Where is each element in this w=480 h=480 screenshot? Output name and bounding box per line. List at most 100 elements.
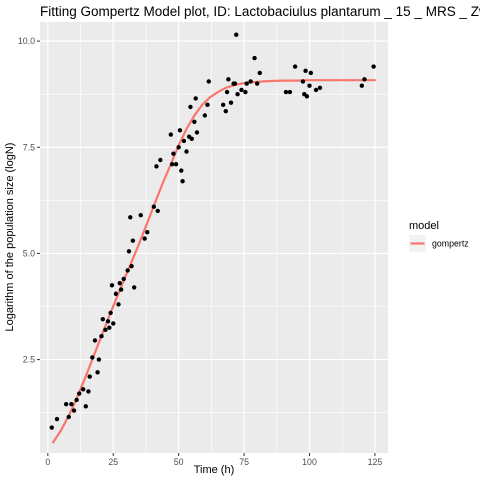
data-point <box>171 151 176 156</box>
legend-title: model <box>409 220 439 232</box>
data-point <box>232 81 238 86</box>
data-point <box>224 89 230 95</box>
data-point <box>307 83 312 88</box>
data-point <box>158 157 163 163</box>
data-point <box>235 91 240 97</box>
data-point <box>80 387 86 392</box>
y-tick-label: 5.0 <box>23 248 35 258</box>
data-point <box>205 102 210 108</box>
data-point <box>192 119 197 124</box>
data-point <box>304 94 310 99</box>
data-point <box>206 79 211 84</box>
data-point <box>243 89 248 95</box>
data-point <box>193 96 198 101</box>
major-grid <box>40 22 388 453</box>
data-point <box>113 291 119 296</box>
data-point <box>154 164 159 169</box>
x-tick-label: 75 <box>239 457 249 467</box>
data-point <box>95 370 100 375</box>
data-point <box>371 64 376 69</box>
x-tick-label: 0 <box>45 457 50 467</box>
data-point <box>100 317 106 322</box>
data-point <box>128 215 133 220</box>
data-point <box>177 128 183 133</box>
data-point <box>317 85 323 91</box>
data-point <box>108 310 113 316</box>
data-point <box>145 229 150 235</box>
chart-title: Fitting Gompertz Model plot, ID: Lactoba… <box>40 4 480 19</box>
data-point <box>188 104 193 110</box>
legend-label-gompertz: gompertz <box>432 239 469 249</box>
x-tick-label: 125 <box>368 457 383 467</box>
data-point <box>300 79 306 84</box>
data-point <box>111 321 116 326</box>
data-point <box>244 81 249 86</box>
data-point <box>86 389 91 394</box>
data-point <box>54 416 60 422</box>
data-point <box>239 87 244 93</box>
data-point <box>71 408 77 413</box>
data-point <box>116 302 121 307</box>
data-point <box>308 70 314 76</box>
data-point <box>107 325 112 330</box>
data-point <box>184 149 189 154</box>
data-point <box>66 414 71 420</box>
data-point <box>129 263 134 269</box>
data-point <box>173 162 179 167</box>
data-point <box>96 357 102 362</box>
data-point <box>118 287 124 292</box>
y-tick-label: 2.5 <box>23 355 35 365</box>
plot-panel <box>40 22 388 453</box>
data-point <box>223 108 228 114</box>
data-point <box>125 268 130 273</box>
data-point <box>252 55 257 61</box>
data-point <box>155 208 160 214</box>
data-point <box>179 168 184 173</box>
data-point <box>49 425 54 430</box>
data-point <box>126 249 132 254</box>
data-point <box>87 374 92 379</box>
data-point <box>228 100 234 105</box>
data-point <box>90 355 95 360</box>
data-point <box>83 404 88 409</box>
data-point <box>142 236 147 241</box>
data-point <box>151 204 157 209</box>
data-point <box>74 397 79 403</box>
data-point <box>103 327 108 333</box>
data-point <box>226 77 231 82</box>
data-point <box>105 319 111 324</box>
points-layer <box>49 32 376 430</box>
data-point <box>283 89 289 95</box>
y-axis: 2.5 5.0 7.5 10.0 <box>18 36 40 365</box>
data-point <box>292 64 298 69</box>
data-point <box>132 285 137 290</box>
data-point <box>254 81 260 86</box>
data-point <box>202 113 208 118</box>
data-point <box>69 401 74 407</box>
data-point <box>77 391 82 396</box>
gompertz-curve <box>51 79 377 444</box>
data-point <box>257 70 262 76</box>
data-point <box>99 334 104 339</box>
data-point <box>130 238 136 243</box>
y-axis-title: Logarithm of the population size (logN) <box>4 143 16 332</box>
data-point <box>63 401 69 407</box>
x-tick-label: 100 <box>302 457 317 467</box>
data-point <box>359 83 365 88</box>
y-tick-label: 7.5 <box>23 142 35 152</box>
data-point <box>303 68 308 74</box>
data-point <box>117 280 123 286</box>
data-point <box>194 130 200 135</box>
data-point <box>180 179 185 184</box>
data-point <box>313 87 319 93</box>
data-point <box>287 89 293 95</box>
x-axis-title: Time (h) <box>194 464 235 476</box>
data-point <box>248 79 253 84</box>
x-tick-label: 25 <box>108 457 118 467</box>
data-point <box>234 32 239 37</box>
data-point <box>109 283 115 288</box>
x-tick-label: 50 <box>174 457 184 467</box>
data-point <box>169 162 175 167</box>
y-tick-label: 10.0 <box>18 36 35 46</box>
